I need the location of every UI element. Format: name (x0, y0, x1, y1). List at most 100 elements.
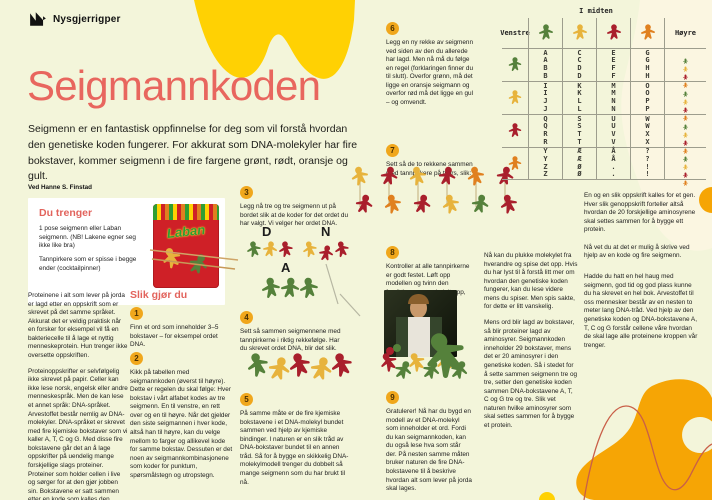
gummy-man-icon (506, 122, 524, 140)
gummy-man-icon (494, 190, 523, 219)
demo-toothpick-lines (325, 263, 361, 317)
step-badge-4: 4 (240, 311, 253, 324)
gummy-chain-single (243, 351, 363, 389)
table-left-header: Venstre (500, 29, 530, 37)
gummy-man-icon (407, 190, 436, 219)
demo-letter-d: D (262, 224, 272, 239)
table-left-icon (502, 81, 528, 114)
step-text-7: Sett så de to rekkene sammen med tannpir… (386, 161, 473, 177)
gummy-man-icon (298, 238, 322, 262)
demo-gummies-d (244, 240, 304, 264)
gummy-man-icon (433, 163, 461, 191)
step-text-4: Sett så sammen seigmennene med tannpirke… (240, 328, 341, 353)
intro-text: Seigmenn er en fantastisk oppfinnelse fo… (28, 123, 358, 183)
gummy-man-icon (682, 91, 689, 105)
gummy-man-icon (682, 50, 689, 64)
gummy-man-icon (682, 99, 689, 113)
body-paragraph: Proteinoppskrifter er selvfølgelig ikke … (28, 367, 128, 500)
table-right-icons (664, 81, 706, 121)
demo-letter-a: A (281, 260, 291, 275)
gummy-man-icon (401, 347, 433, 379)
step-text-3: Legg nå tre og tre seigmenn ut på bordet… (240, 203, 348, 228)
gummy-man-icon (155, 242, 188, 275)
photo-model-fragment (393, 344, 401, 352)
gummy-man-icon (682, 140, 689, 154)
demo-gummies-n (300, 240, 360, 266)
gummy-man-icon (682, 164, 689, 178)
step-text-5: På samme måte er de fire kjemiske boksta… (240, 410, 349, 486)
gummy-man-icon (682, 83, 689, 97)
you-need-item-1: 1 pose seigmenn eller Laban seigmenn. (N… (39, 225, 136, 250)
bag-gummy-yellow (159, 246, 185, 272)
photo-model-fragment (386, 347, 394, 355)
table-spacer (502, 4, 528, 18)
table-middle-color-icon (596, 18, 630, 48)
table-middle-color-icon (562, 18, 596, 48)
gummy-man-icon (465, 190, 494, 219)
you-need-item-2: Tannpirkere som er spisse i begge ender … (39, 256, 137, 272)
closing-paragraph: En og en slik oppskrift kalles for et ge… (584, 192, 696, 234)
gummy-man-icon (506, 56, 524, 74)
gummy-man-icon (536, 23, 556, 43)
step-text-6: Legg en ny rekke av seigmenn ved siden a… (386, 39, 474, 107)
gummy-man-icon (276, 275, 305, 304)
you-need-heading: Du trenger (39, 207, 93, 219)
closing-column-b: En og en slik oppskrift kalles for et ge… (584, 192, 700, 357)
closing-paragraph: Mens ord blir lagd av bokstaver, så blir… (484, 319, 578, 429)
gummy-man-icon (682, 156, 689, 170)
step-text-2: Kikk på tabellen med seigmannkoden (øver… (130, 369, 233, 479)
table-left-icon (502, 48, 528, 81)
gummy-man-icon (682, 66, 689, 80)
gummy-man-icon (408, 319, 485, 396)
table-right-icons (664, 147, 706, 186)
gummy-man-icon (260, 351, 297, 388)
table-right-icons (664, 48, 706, 88)
gummy-man-icon (682, 172, 689, 186)
gummy-man-icon (258, 238, 281, 261)
body-paragraph: Proteinene i alt som lever på jorda er l… (28, 292, 128, 360)
step-badge-2: 2 (130, 352, 143, 365)
gummy-man-icon (506, 155, 524, 173)
step-badge-3: 3 (240, 186, 253, 199)
step-text-9: Gratulerer! Nå har du bygd en modell av … (386, 408, 472, 493)
gummy-man-icon (604, 23, 624, 43)
gummy-man-icon (462, 163, 490, 191)
gummy-man-icon (330, 238, 354, 262)
closing-column-a: Nå kan du plukke molekylet fra hverandre… (484, 252, 578, 438)
table-right-header: Høyre (664, 18, 706, 48)
gummy-man-icon (415, 355, 447, 387)
gummy-man-icon (242, 238, 265, 261)
photo-boy-hair (408, 294, 429, 304)
gummy-man-icon (682, 74, 689, 88)
step-badge-1: 1 (130, 307, 143, 320)
gummy-man-icon (281, 347, 318, 384)
gummy-man-icon (373, 347, 405, 379)
table-title: I midten (579, 7, 613, 15)
how-to-heading: Slik gjør du (130, 289, 188, 301)
step-badge-5: 5 (240, 393, 253, 406)
table-letter-cell: ??!! (630, 147, 664, 180)
gummy-man-icon (682, 148, 689, 162)
gummy-man-icon (295, 275, 324, 304)
gummy-man-icon (570, 23, 590, 43)
table-right-icons (664, 114, 706, 154)
closing-paragraph: Hadde du hatt en hel haug med seigmenn, … (584, 273, 698, 349)
gummy-man-icon (239, 347, 276, 384)
step-badge-6: 6 (386, 22, 399, 35)
gummy-man-icon (404, 163, 432, 191)
gummy-man-icon (682, 116, 689, 130)
demo-gummies-a (258, 276, 328, 306)
gummy-man-icon (682, 58, 689, 72)
gummy-man-icon (436, 190, 465, 219)
